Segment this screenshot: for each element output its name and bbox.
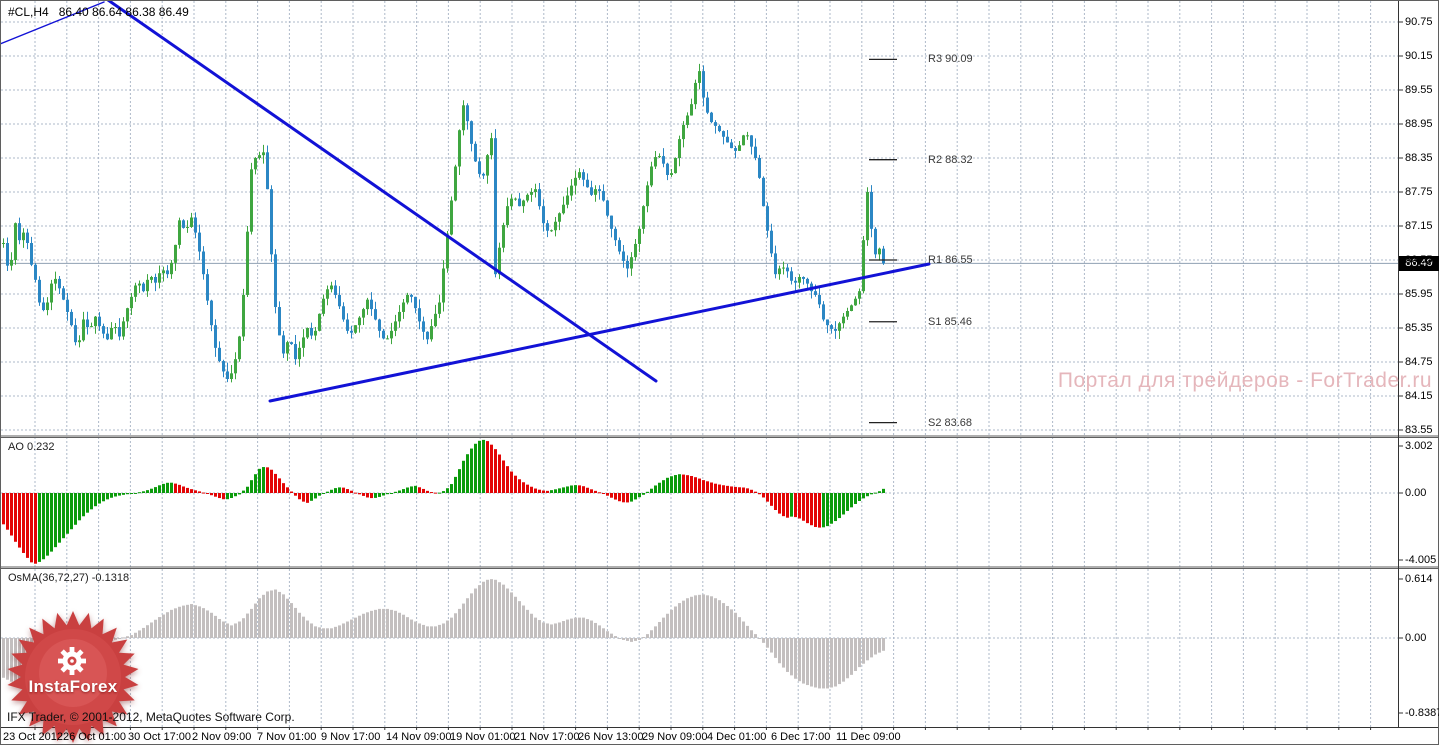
copyright-text: IFX Trader, © 2001-2012, MetaQuotes Soft… <box>7 710 295 724</box>
instaforex-gear-icon <box>58 647 86 675</box>
ohlc-quote-label: 86.40 86.64 86.38 86.49 <box>58 5 189 19</box>
ao-indicator-label: AO 0.232 <box>8 441 55 453</box>
current-price-tag: 86.49 <box>1399 255 1439 271</box>
instaforex-badge: InstaForex <box>3 607 143 745</box>
trendline-descending-main[interactable] <box>106 0 658 383</box>
instaforex-badge-text: InstaForex <box>28 677 118 696</box>
trendlines-layer <box>0 0 931 424</box>
trendline-thin-upper-left[interactable] <box>0 1 105 45</box>
candles-layer <box>2 63 885 383</box>
symbol-period-label: #CL,H4 <box>8 5 49 19</box>
instaforex-starburst-icon <box>7 611 139 743</box>
trendline-ascending-main[interactable] <box>268 262 931 403</box>
fortrader-watermark: Портал для трейдеров - ForTrader.ru <box>1057 369 1432 392</box>
grid-layer <box>1 1 1403 730</box>
osma-indicator-label: OsMA(36,72,27) -0.1318 <box>8 572 130 584</box>
chart-title: #CL,H4 86.40 86.64 86.38 86.49 <box>8 5 189 19</box>
ao-histogram <box>2 439 885 564</box>
